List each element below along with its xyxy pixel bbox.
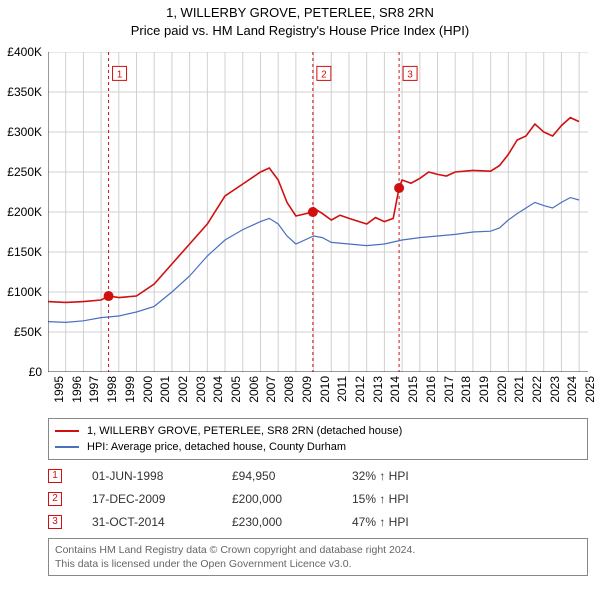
y-tick-label: £350K — [7, 85, 42, 99]
y-tick-label: £100K — [7, 285, 42, 299]
x-tick-label: 2017 — [442, 376, 456, 403]
event-row: 1 01-JUN-1998£94,95032% ↑ HPI — [48, 464, 588, 487]
event-price: £94,950 — [232, 469, 352, 483]
chart-svg: 1 2 3 — [48, 52, 588, 372]
legend-item: 1, WILLERBY GROVE, PETERLEE, SR8 2RN (de… — [55, 423, 581, 439]
y-tick-label: £150K — [7, 245, 42, 259]
svg-text:3: 3 — [407, 69, 413, 80]
event-pct: 32% ↑ HPI — [352, 469, 472, 483]
x-tick-label: 2025 — [583, 376, 597, 403]
title-line-2: Price paid vs. HM Land Registry's House … — [0, 22, 600, 40]
x-tick-label: 1995 — [52, 376, 66, 403]
event-price: £200,000 — [232, 492, 352, 506]
x-tick-label: 2019 — [477, 376, 491, 403]
y-tick-label: £250K — [7, 165, 42, 179]
x-tick-label: 2016 — [424, 376, 438, 403]
x-axis-labels: 1995199619971998199920002001200220032004… — [48, 374, 588, 410]
x-tick-label: 2005 — [229, 376, 243, 403]
x-tick-label: 2008 — [282, 376, 296, 403]
legend-label: 1, WILLERBY GROVE, PETERLEE, SR8 2RN (de… — [87, 425, 402, 437]
events-table: 1 01-JUN-1998£94,95032% ↑ HPI 2 17-DEC-2009… — [48, 464, 588, 533]
y-tick-label: £200K — [7, 205, 42, 219]
x-tick-label: 2000 — [141, 376, 155, 403]
event-marker-box: 2 — [317, 66, 331, 80]
footer-line-1: Contains HM Land Registry data © Crown c… — [55, 543, 581, 557]
x-tick-label: 2024 — [565, 376, 579, 403]
x-tick-label: 2015 — [406, 376, 420, 403]
chart-plot-area: 1 2 3 — [48, 52, 588, 372]
x-tick-label: 1998 — [105, 376, 119, 403]
x-tick-label: 2001 — [158, 376, 172, 403]
x-tick-label: 2013 — [371, 376, 385, 403]
svg-text:2: 2 — [321, 69, 327, 80]
event-number-box: 2 — [48, 492, 62, 506]
y-tick-label: £300K — [7, 125, 42, 139]
event-pct: 47% ↑ HPI — [352, 515, 472, 529]
x-tick-label: 2002 — [176, 376, 190, 403]
legend-item: HPI: Average price, detached house, Coun… — [55, 439, 581, 455]
y-axis-labels: £0£50K£100K£150K£200K£250K£300K£350K£400… — [0, 52, 44, 372]
event-dot — [308, 207, 318, 217]
x-tick-label: 2012 — [353, 376, 367, 403]
x-tick-label: 2010 — [318, 376, 332, 403]
event-date: 17-DEC-2009 — [92, 492, 232, 506]
x-tick-label: 2007 — [264, 376, 278, 403]
footer-attribution: Contains HM Land Registry data © Crown c… — [48, 538, 588, 576]
legend-swatch — [55, 430, 79, 432]
event-marker-box: 3 — [403, 66, 417, 80]
x-tick-label: 2020 — [495, 376, 509, 403]
x-tick-label: 2009 — [300, 376, 314, 403]
chart-title: 1, WILLERBY GROVE, PETERLEE, SR8 2RN Pri… — [0, 0, 600, 40]
x-tick-label: 2011 — [335, 376, 349, 402]
chart-container: 1, WILLERBY GROVE, PETERLEE, SR8 2RN Pri… — [0, 0, 600, 590]
legend-box: 1, WILLERBY GROVE, PETERLEE, SR8 2RN (de… — [48, 418, 588, 460]
event-dot — [394, 183, 404, 193]
svg-text:1: 1 — [117, 69, 123, 80]
event-marker-box: 1 — [113, 66, 127, 80]
event-number-box: 3 — [48, 515, 62, 529]
x-tick-label: 1997 — [87, 376, 101, 403]
x-tick-label: 2023 — [548, 376, 562, 403]
event-row: 2 17-DEC-2009£200,00015% ↑ HPI — [48, 487, 588, 510]
y-tick-label: £0 — [29, 365, 42, 379]
legend-label: HPI: Average price, detached house, Coun… — [87, 441, 346, 453]
x-tick-label: 2014 — [388, 376, 402, 403]
x-tick-label: 2018 — [459, 376, 473, 403]
x-tick-label: 1999 — [123, 376, 137, 403]
x-tick-label: 2022 — [530, 376, 544, 403]
event-row: 3 31-OCT-2014£230,00047% ↑ HPI — [48, 510, 588, 533]
event-dot — [104, 291, 114, 301]
event-price: £230,000 — [232, 515, 352, 529]
legend-swatch — [55, 446, 79, 448]
event-number-box: 1 — [48, 469, 62, 483]
event-date: 01-JUN-1998 — [92, 469, 232, 483]
event-date: 31-OCT-2014 — [92, 515, 232, 529]
y-tick-label: £50K — [14, 325, 42, 339]
x-tick-label: 2003 — [194, 376, 208, 403]
title-line-1: 1, WILLERBY GROVE, PETERLEE, SR8 2RN — [0, 4, 600, 22]
x-tick-label: 1996 — [70, 376, 84, 403]
footer-line-2: This data is licensed under the Open Gov… — [55, 557, 581, 571]
y-tick-label: £400K — [7, 45, 42, 59]
x-tick-label: 2004 — [211, 376, 225, 403]
event-pct: 15% ↑ HPI — [352, 492, 472, 506]
x-tick-label: 2021 — [512, 376, 526, 403]
x-tick-label: 2006 — [247, 376, 261, 403]
